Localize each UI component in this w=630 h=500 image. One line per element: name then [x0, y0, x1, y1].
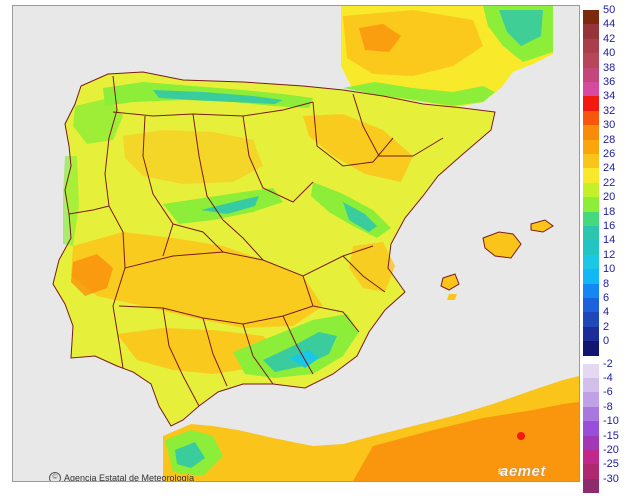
- legend-swatch: [583, 211, 599, 226]
- legend-label: 12: [603, 248, 616, 261]
- legend-label: 20: [603, 191, 616, 204]
- legend-label: 26: [603, 148, 616, 160]
- brand-logo: aemet: [500, 463, 546, 480]
- legend-swatch: [583, 53, 599, 68]
- rif-cold-band: [175, 442, 205, 468]
- legend-swatch: [583, 96, 599, 111]
- legend-swatch: [583, 254, 599, 270]
- legend-label: 34: [603, 90, 616, 103]
- legend-swatch: [583, 312, 599, 327]
- legend-label: -15: [603, 429, 619, 442]
- legend-swatch: [583, 154, 599, 169]
- legend-label: 22: [603, 176, 616, 189]
- mallorca: [483, 232, 521, 258]
- credit-line: © Agencia Estatal de Meteorología: [49, 472, 195, 482]
- temperature-map: [13, 6, 579, 481]
- legend-label: 4: [603, 306, 610, 319]
- portugal-hot-area: [71, 254, 113, 296]
- alps-cold-area: [499, 10, 543, 46]
- legend-label: 14: [603, 234, 616, 247]
- legend-swatch: [583, 168, 599, 183]
- legend-swatch: [583, 226, 599, 241]
- legend-label: -6: [603, 386, 613, 399]
- legend-label: 40: [603, 47, 616, 60]
- province-borders: [52, 71, 496, 427]
- legend-swatch: [583, 110, 599, 126]
- legend-swatch: [583, 392, 599, 407]
- legend-label: 42: [603, 32, 616, 45]
- legend-label: 10: [603, 263, 616, 276]
- legend-label: 38: [603, 61, 616, 74]
- legend-swatch: [583, 182, 599, 198]
- legend-swatch: [583, 478, 599, 494]
- legend-swatch: [583, 269, 599, 284]
- map-frame: © Agencia Estatal de Meteorología ≋ aeme…: [12, 5, 580, 482]
- legend-swatch: [583, 24, 599, 39]
- legend-swatch: [583, 283, 599, 298]
- north-africa-hot-area: [353, 402, 579, 481]
- tajo-warm-area: [71, 232, 323, 328]
- legend-swatch: [583, 421, 599, 436]
- legend-label: 8: [603, 277, 610, 290]
- legend-label: 2: [603, 320, 610, 333]
- pyrenees-cool-band: [343, 82, 495, 106]
- legend-swatch: [583, 197, 599, 212]
- legend-label: 28: [603, 133, 616, 146]
- copyright-icon: ©: [49, 472, 61, 481]
- legend-label: -25: [603, 458, 619, 471]
- legend-label: 32: [603, 104, 616, 117]
- legend-swatch: [583, 326, 599, 342]
- iberian-system-cold-band: [343, 202, 377, 232]
- legend-swatch: [583, 67, 599, 82]
- credit-text: Agencia Estatal de Meteorología: [64, 473, 195, 482]
- levante-warm-area: [349, 242, 395, 292]
- legend-label: 44: [603, 18, 616, 31]
- legend-swatch: [583, 450, 599, 465]
- ibiza: [441, 274, 459, 290]
- temperature-legend: 50 44 42 40 38 36 34 32 30 28 26 24 22 20 18 16 14 12 10 8 6…: [583, 5, 627, 494]
- legend-label: -10: [603, 415, 619, 428]
- legend-label: -2: [603, 357, 613, 370]
- legend-swatch: [583, 298, 599, 313]
- legend-label: 50: [603, 4, 616, 16]
- legend-label: 30: [603, 119, 616, 132]
- legend-swatch: [583, 139, 599, 154]
- portugal-coast-cool-band: [63, 156, 79, 246]
- legend-swatch: [583, 363, 599, 378]
- duero-warm-area: [123, 130, 263, 184]
- ebro-warm-area: [303, 114, 413, 182]
- legend-swatch: [583, 82, 599, 97]
- legend-swatch: [583, 10, 599, 25]
- aemet-logo-icon: ≋: [497, 466, 507, 478]
- cantabrian-cold-band: [153, 90, 283, 104]
- legend-swatch: [583, 435, 599, 450]
- france-hot-area: [359, 24, 401, 52]
- coastline-outlines: [440, 219, 554, 291]
- legend-label: -30: [603, 472, 619, 485]
- legend-swatch: [583, 38, 599, 54]
- formentera: [447, 294, 457, 300]
- legend-label: -4: [603, 372, 613, 384]
- legend-label: 6: [603, 292, 610, 304]
- legend-label: 18: [603, 205, 616, 218]
- africa-hot-spot: [517, 432, 525, 440]
- legend-swatch: [583, 406, 599, 422]
- legend-label: 16: [603, 220, 616, 232]
- legend-label: 0: [603, 335, 610, 348]
- legend-label: -8: [603, 400, 613, 413]
- legend-label: -20: [603, 444, 619, 456]
- legend-label: 36: [603, 76, 616, 88]
- legend-swatch: [583, 341, 599, 356]
- legend-swatch: [583, 378, 599, 393]
- legend-swatch: [583, 464, 599, 479]
- legend-swatch: [583, 240, 599, 255]
- legend-swatch: [583, 125, 599, 140]
- legend-label: 24: [603, 162, 616, 175]
